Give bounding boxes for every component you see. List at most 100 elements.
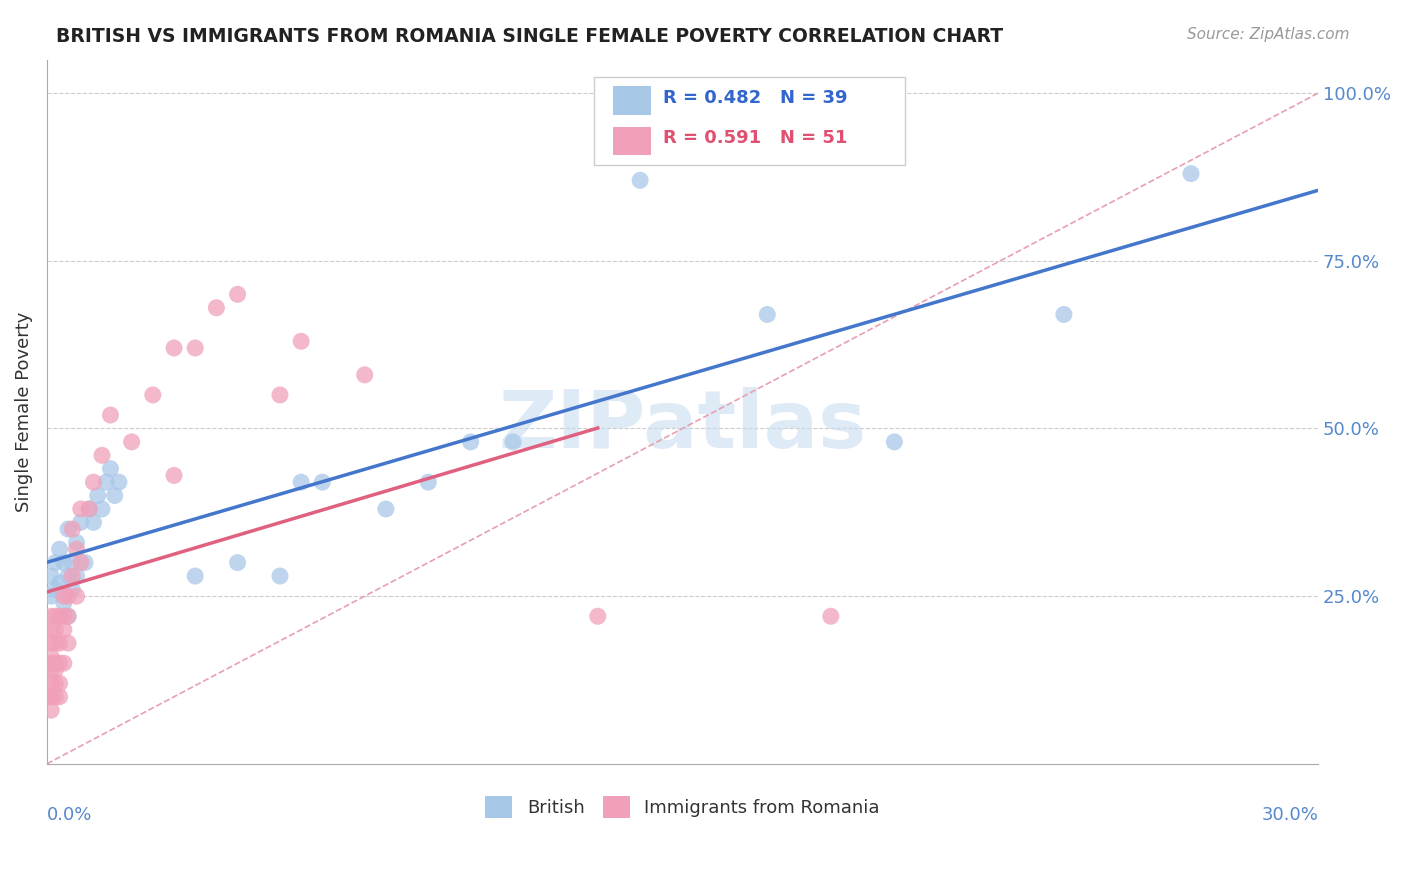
Point	[44, 657, 66, 671]
Point	[353, 368, 375, 382]
Point	[142, 388, 165, 402]
Point	[39, 649, 62, 664]
Point	[77, 502, 100, 516]
Text: R = 0.482   N = 39: R = 0.482 N = 39	[664, 89, 848, 107]
Point	[418, 475, 440, 490]
Point	[290, 334, 312, 349]
Point	[77, 502, 100, 516]
Point	[39, 657, 62, 671]
Point	[73, 556, 96, 570]
Point	[56, 609, 79, 624]
Point	[65, 589, 87, 603]
Text: BRITISH VS IMMIGRANTS FROM ROMANIA SINGLE FEMALE POVERTY CORRELATION CHART: BRITISH VS IMMIGRANTS FROM ROMANIA SINGL…	[56, 27, 1004, 45]
Point	[91, 448, 114, 462]
Point	[60, 522, 83, 536]
Point	[56, 589, 79, 603]
Point	[104, 489, 127, 503]
Point	[48, 636, 70, 650]
Point	[52, 609, 75, 624]
Text: 30.0%: 30.0%	[1261, 806, 1319, 824]
Point	[460, 434, 482, 449]
Point	[44, 636, 66, 650]
Point	[52, 596, 75, 610]
Point	[60, 556, 83, 570]
Point	[52, 589, 75, 603]
Point	[56, 636, 79, 650]
Point	[756, 308, 779, 322]
Point	[44, 623, 66, 637]
Point	[290, 475, 312, 490]
Point	[44, 609, 66, 624]
FancyBboxPatch shape	[593, 78, 905, 165]
Point	[48, 690, 70, 704]
Point	[83, 475, 105, 490]
Point	[56, 522, 79, 536]
Point	[48, 575, 70, 590]
Point	[52, 556, 75, 570]
Text: R = 0.591   N = 51: R = 0.591 N = 51	[664, 128, 848, 146]
Point	[60, 582, 83, 597]
Point	[586, 609, 609, 624]
Point	[56, 609, 79, 624]
Point	[39, 569, 62, 583]
Point	[48, 609, 70, 624]
Point	[108, 475, 131, 490]
Point	[69, 516, 91, 530]
FancyBboxPatch shape	[613, 87, 651, 114]
Point	[44, 556, 66, 570]
Point	[52, 657, 75, 671]
Point	[44, 676, 66, 690]
FancyBboxPatch shape	[613, 127, 651, 154]
Point	[65, 542, 87, 557]
Point	[184, 569, 207, 583]
Point	[48, 657, 70, 671]
Point	[1053, 308, 1076, 322]
Point	[87, 489, 110, 503]
Point	[39, 663, 62, 677]
Point	[39, 676, 62, 690]
Point	[163, 341, 186, 355]
Point	[502, 434, 524, 449]
Point	[311, 475, 333, 490]
Point	[39, 636, 62, 650]
Point	[44, 663, 66, 677]
Point	[52, 623, 75, 637]
Point	[56, 569, 79, 583]
Point	[226, 556, 249, 570]
Point	[269, 569, 291, 583]
Point	[39, 609, 62, 624]
Point	[96, 475, 118, 490]
Point	[44, 582, 66, 597]
Text: 0.0%: 0.0%	[46, 806, 93, 824]
Point	[184, 341, 207, 355]
Point	[205, 301, 228, 315]
Point	[69, 556, 91, 570]
Point	[163, 468, 186, 483]
Point	[44, 690, 66, 704]
Point	[883, 434, 905, 449]
Point	[1180, 167, 1202, 181]
Point	[628, 173, 651, 187]
Point	[39, 589, 62, 603]
Point	[100, 461, 122, 475]
Point	[48, 676, 70, 690]
Point	[39, 690, 62, 704]
Point	[226, 287, 249, 301]
Point	[91, 502, 114, 516]
Text: Source: ZipAtlas.com: Source: ZipAtlas.com	[1187, 27, 1350, 42]
Legend: British, Immigrants from Romania: British, Immigrants from Romania	[478, 789, 887, 825]
Point	[121, 434, 143, 449]
Point	[820, 609, 842, 624]
Y-axis label: Single Female Poverty: Single Female Poverty	[15, 311, 32, 512]
Point	[65, 535, 87, 549]
Point	[39, 623, 62, 637]
Point	[83, 516, 105, 530]
Point	[39, 690, 62, 704]
Point	[60, 569, 83, 583]
Point	[269, 388, 291, 402]
Point	[100, 408, 122, 422]
Point	[374, 502, 396, 516]
Point	[69, 502, 91, 516]
Text: ZIPatlas: ZIPatlas	[498, 387, 866, 465]
Point	[65, 569, 87, 583]
